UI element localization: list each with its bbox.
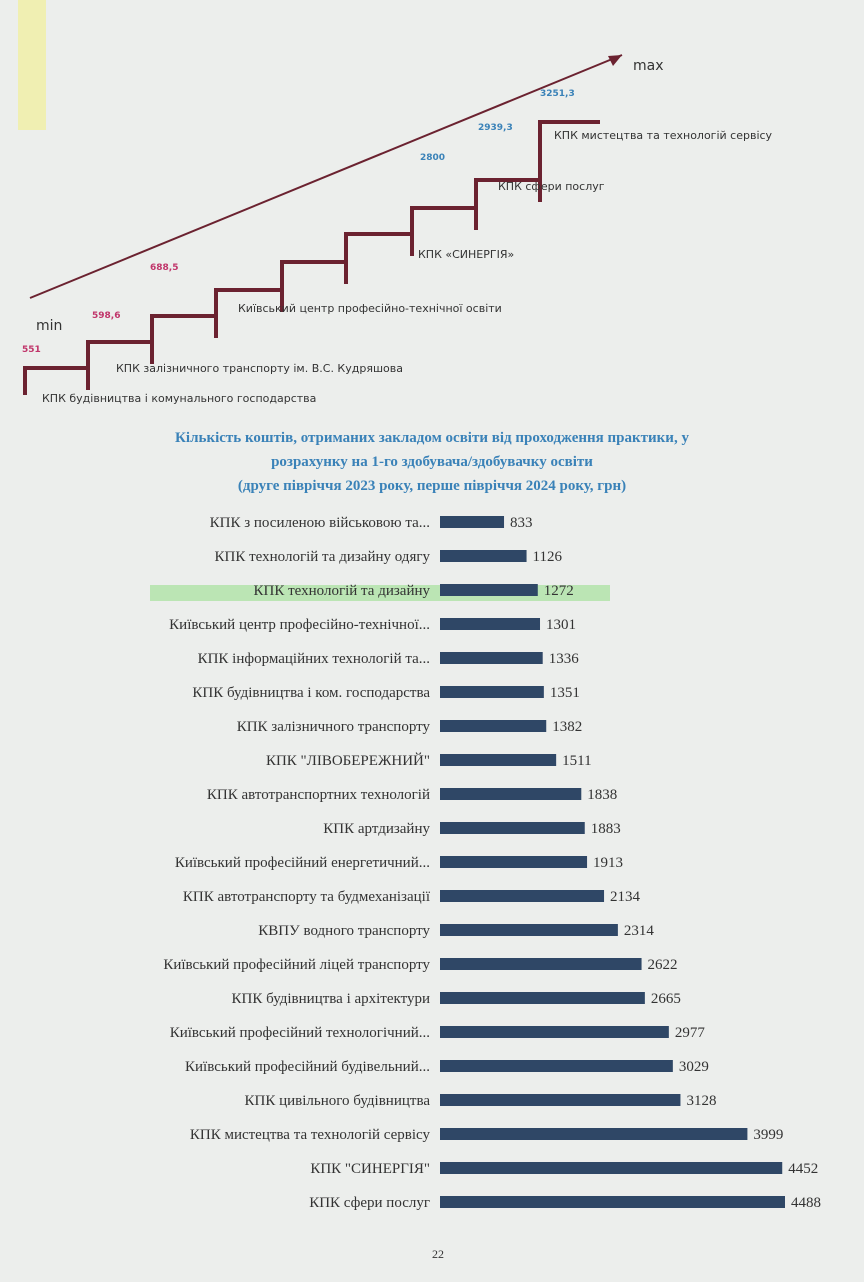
bar <box>440 856 588 868</box>
category-label: КПК артдизайну <box>323 821 430 837</box>
category-label: КПК залізничного транспорту <box>237 719 431 735</box>
category-label: КПК інформаційних технологій та... <box>198 651 430 667</box>
data-label: 1883 <box>591 821 621 837</box>
data-label: 2314 <box>624 923 655 939</box>
category-label: КПК цивільного будівництва <box>245 1093 431 1109</box>
category-label: Київський центр професійно-технічної... <box>169 617 430 633</box>
step-label: Київський центр професійно-технічної осв… <box>238 302 502 315</box>
bar <box>440 992 645 1004</box>
data-label: 3029 <box>679 1059 709 1075</box>
category-label: Київський професійний будівельний... <box>185 1059 430 1075</box>
data-label: 2622 <box>648 957 678 973</box>
data-label: 1913 <box>593 855 623 871</box>
category-label: КПК мистецтва та технологій сервісу <box>190 1127 431 1143</box>
bar <box>440 1060 673 1072</box>
category-label: КПК "ЛІВОБЕРЕЖНИЙ" <box>266 752 430 769</box>
bar <box>440 890 605 902</box>
bar <box>440 686 544 698</box>
category-label: КПК технологій та дизайну одягу <box>215 549 431 565</box>
bar <box>440 1026 669 1038</box>
step-value: 2939,3 <box>478 123 513 133</box>
chart-title: розрахунку на 1-го здобувача/здобувачку … <box>271 454 593 470</box>
step-value: 551 <box>22 345 41 355</box>
max-label: max <box>633 58 664 74</box>
data-label: 2665 <box>651 991 681 1007</box>
step-label: КПК сфери послуг <box>498 180 605 193</box>
bar <box>440 1162 783 1174</box>
data-label: 1272 <box>544 583 574 599</box>
category-label: КПК будівництва і архітектури <box>232 991 430 1007</box>
data-label: 1351 <box>550 685 580 701</box>
bar <box>440 924 618 936</box>
min-label: min <box>36 318 62 334</box>
bar <box>440 550 527 562</box>
bar <box>440 1094 681 1106</box>
data-label: 1838 <box>587 787 617 803</box>
trend-arrow <box>29 54 623 299</box>
arrow-head <box>608 55 622 66</box>
data-label: 2977 <box>675 1025 706 1041</box>
category-label: Київський професійний технологічний... <box>170 1025 430 1041</box>
data-label: 3128 <box>686 1093 716 1109</box>
category-label: КПК автотранспортних технологій <box>207 787 430 803</box>
data-label: 1126 <box>533 549 563 565</box>
bar <box>440 652 543 664</box>
step-value: 598,6 <box>92 311 120 321</box>
data-label: 4452 <box>788 1161 818 1177</box>
data-label: 1511 <box>562 753 591 769</box>
category-label: КПК "СИНЕРГІЯ" <box>310 1161 430 1177</box>
category-label: КПК технологій та дизайну <box>254 583 431 599</box>
bar <box>440 618 541 630</box>
category-label: КВПУ водного транспорту <box>258 923 430 939</box>
data-label: 1301 <box>546 617 576 633</box>
data-label: 1382 <box>552 719 582 735</box>
step-label: КПК будівництва і комунального господарс… <box>42 392 316 405</box>
step-value: 3251,3 <box>540 89 575 99</box>
yellow-tab <box>18 0 46 130</box>
data-label: 2134 <box>610 889 641 905</box>
category-label: КПК з посиленою військовою та... <box>210 515 430 531</box>
bar <box>440 754 557 766</box>
bar <box>440 516 505 528</box>
step-value: 2800 <box>420 153 445 163</box>
staircase <box>23 120 600 395</box>
step-value: 688,5 <box>150 263 178 273</box>
bar <box>440 720 547 732</box>
category-label: КПК будівництва і ком. господарства <box>192 685 430 701</box>
step-label: КПК «СИНЕРГІЯ» <box>418 248 514 261</box>
category-label: Київський професійний енергетичний... <box>175 855 430 871</box>
bar <box>440 788 582 800</box>
category-label: КПК автотранспорту та будмеханізації <box>183 889 431 905</box>
step-label-box: КПК мистецтва та технологій сервісу <box>554 129 773 142</box>
bar <box>440 1196 785 1208</box>
step-label: КПК залізничного транспорту ім. В.С. Куд… <box>116 362 403 375</box>
page-number: 22 <box>432 1247 444 1261</box>
category-label: Київський професійний ліцей транспорту <box>163 957 430 973</box>
chart-title: Кількість коштів, отриманих закладом осв… <box>175 430 689 446</box>
data-label: 1336 <box>549 651 580 667</box>
step-label: КПК мистецтва та технологій сервісу <box>554 129 773 142</box>
data-label: 3999 <box>753 1127 783 1143</box>
bar <box>440 584 538 596</box>
bar <box>440 822 585 834</box>
bar <box>440 958 642 970</box>
data-label: 833 <box>510 515 532 531</box>
bar <box>440 1128 748 1140</box>
data-label: 4488 <box>791 1195 821 1211</box>
chart-title: (друге півріччя 2023 року, перше піврічч… <box>238 478 626 494</box>
category-label: КПК сфери послуг <box>309 1195 430 1211</box>
